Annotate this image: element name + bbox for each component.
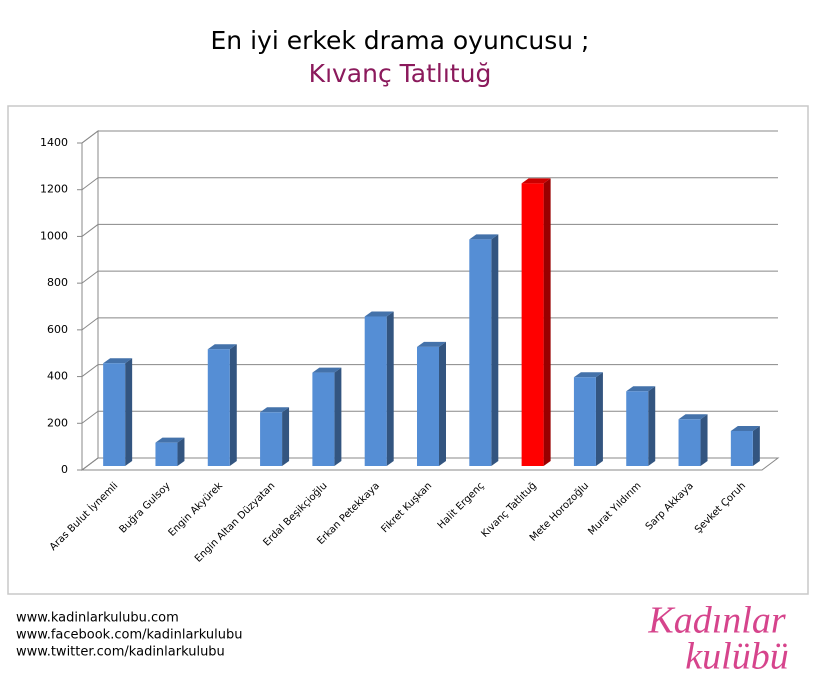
y-tick-label: 800 bbox=[47, 276, 68, 289]
bar bbox=[469, 239, 492, 466]
bar bbox=[260, 412, 283, 466]
bar-side bbox=[491, 234, 499, 466]
chart-title: En iyi erkek drama oyuncusu ; bbox=[211, 26, 590, 55]
bar-side bbox=[439, 341, 446, 466]
bar-top bbox=[103, 358, 133, 364]
y-tick-label: 600 bbox=[47, 323, 68, 336]
bar-top bbox=[207, 344, 237, 350]
footer-link: www.twitter.com/kadinlarkulubu bbox=[16, 645, 225, 660]
bar bbox=[730, 430, 753, 466]
bar-top bbox=[364, 311, 394, 317]
bar-side bbox=[752, 425, 760, 466]
bar-side bbox=[282, 407, 290, 466]
bar bbox=[573, 377, 596, 466]
logo-line: Kadınlar bbox=[647, 600, 785, 642]
bar-top bbox=[312, 367, 342, 373]
bar bbox=[364, 316, 387, 466]
bar-top bbox=[678, 414, 708, 420]
bar-side bbox=[177, 437, 185, 466]
bar-side bbox=[700, 414, 708, 466]
grid-line bbox=[81, 223, 778, 237]
bar-top bbox=[155, 437, 185, 443]
bar-side bbox=[595, 372, 603, 466]
bar-side bbox=[648, 386, 656, 466]
bar-top bbox=[469, 234, 499, 240]
grid-line bbox=[81, 457, 778, 471]
bar-side bbox=[386, 311, 394, 466]
bar-top bbox=[730, 425, 760, 431]
y-tick-label: 200 bbox=[47, 416, 68, 429]
bar-side bbox=[543, 178, 551, 466]
y-tick-label: 1000 bbox=[40, 229, 68, 242]
y-tick-label: 1400 bbox=[40, 136, 68, 149]
bar-side bbox=[334, 367, 342, 466]
y-tick-label: 0 bbox=[61, 463, 68, 476]
footer-link: www.facebook.com/kadinlarkulubu bbox=[16, 628, 243, 643]
bar-side bbox=[125, 358, 133, 466]
bar-top bbox=[626, 386, 656, 392]
bar-top bbox=[573, 372, 603, 378]
chart-frame bbox=[7, 105, 809, 595]
footer-links: www.kadinlarkulubu.com www.facebook.com/k… bbox=[16, 611, 243, 660]
bar bbox=[626, 391, 649, 466]
y-tick-label: 400 bbox=[47, 370, 68, 383]
bar-top bbox=[417, 341, 446, 347]
logo-line: kulübü bbox=[685, 636, 788, 678]
bar bbox=[207, 349, 230, 466]
footer-link: www.kadinlarkulubu.com bbox=[16, 611, 179, 626]
grid-line bbox=[81, 364, 778, 377]
grid-line bbox=[81, 177, 778, 191]
bar bbox=[155, 442, 178, 466]
bar bbox=[521, 183, 544, 466]
grid-line bbox=[81, 410, 778, 424]
grid-line bbox=[81, 270, 778, 284]
bar-side bbox=[229, 344, 237, 466]
bar-top bbox=[260, 407, 290, 413]
grid-line bbox=[81, 317, 778, 331]
y-tick-label: 1200 bbox=[40, 183, 68, 196]
grid-line bbox=[81, 130, 778, 144]
bar bbox=[103, 363, 126, 466]
bar-top bbox=[521, 178, 551, 184]
bar bbox=[417, 346, 439, 466]
chart-subtitle: Kıvanç Tatlıtuğ bbox=[309, 59, 492, 88]
bar bbox=[678, 419, 701, 466]
bar bbox=[312, 372, 335, 466]
